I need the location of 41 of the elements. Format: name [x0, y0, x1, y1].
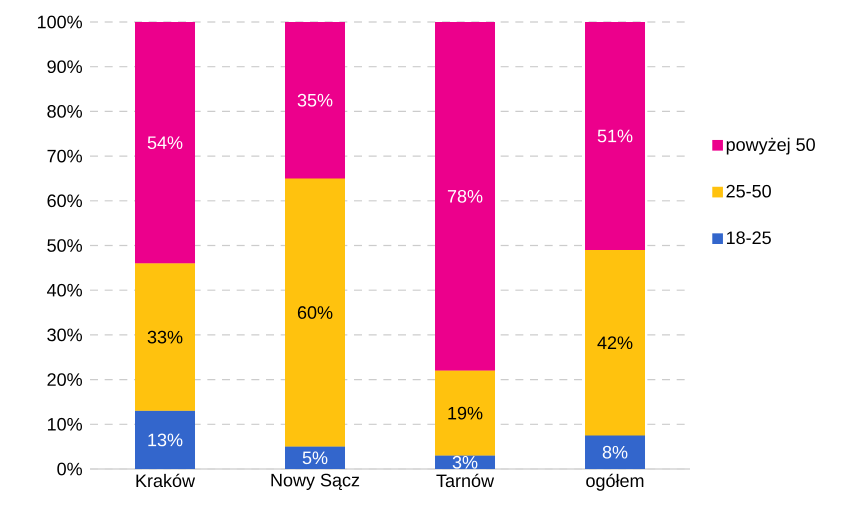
legend-label: powyżej 50 — [726, 138, 815, 155]
data-label: 35% — [298, 94, 332, 107]
data-label: 3% — [452, 456, 478, 469]
data-label: 8% — [602, 446, 628, 459]
data-label: 5% — [302, 451, 328, 464]
y-tick-label: 10% — [48, 418, 82, 431]
y-tick-label: 0% — [57, 462, 82, 476]
data-label: 33% — [148, 330, 182, 344]
y-tick-label: 60% — [48, 194, 82, 208]
x-tick-label: Kraków — [136, 474, 196, 488]
y-tick-label: 20% — [48, 373, 82, 386]
y-tick-label: 40% — [47, 284, 82, 297]
bar — [285, 178, 346, 447]
bar — [585, 435, 646, 469]
bar — [585, 250, 646, 436]
bar — [285, 446, 346, 469]
data-label: 51% — [598, 130, 632, 142]
bar — [585, 22, 646, 250]
y-tick-label: 80% — [47, 105, 82, 118]
bar — [135, 22, 196, 264]
x-tick-label: Nowy Sącz — [271, 474, 360, 490]
x-tick-label: Tarnów — [436, 474, 494, 488]
y-tick-label: 100% — [38, 16, 82, 28]
legend-label: 18-25 — [726, 231, 771, 244]
data-label: 13% — [148, 434, 182, 446]
bar — [435, 22, 496, 371]
y-tick-label: 70% — [48, 150, 82, 162]
y-tick-label: 50% — [47, 239, 82, 252]
data-label: 54% — [148, 136, 182, 150]
data-label: 19% — [448, 406, 482, 420]
y-tick-label: 30% — [47, 328, 82, 342]
data-label: 60% — [298, 306, 332, 319]
y-tick-label: 90% — [47, 60, 82, 74]
bar — [135, 410, 196, 469]
bar — [285, 22, 346, 178]
legend-label: 25-50 — [726, 184, 771, 198]
bar — [135, 263, 196, 411]
data-label: 42% — [597, 336, 632, 350]
bar — [435, 370, 496, 456]
x-tick-label: ogółem — [586, 474, 644, 491]
data-label: 78% — [448, 190, 482, 203]
